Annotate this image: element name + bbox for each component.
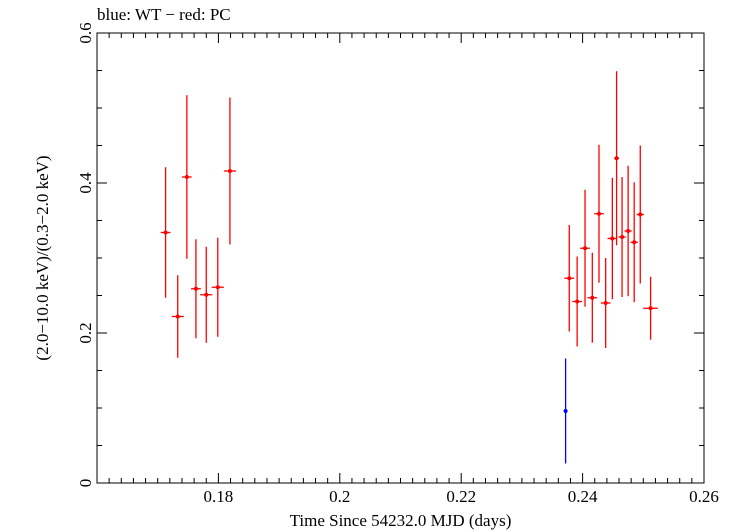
point-marker [184,175,189,179]
data-point [600,258,611,348]
data-point [618,177,626,297]
point-marker [193,286,198,291]
point-marker [648,306,653,311]
point-marker [638,212,643,217]
data-point [643,276,658,340]
data-point [594,144,604,283]
y-tick-label: 0 [76,479,95,488]
point-marker [596,211,601,216]
point-marker [603,301,608,305]
chart-title: blue: WT − red: PC [97,5,231,24]
point-marker [215,285,220,290]
data-point [563,358,568,464]
data-points [160,71,658,464]
data-point [181,95,192,259]
point-marker [567,276,572,281]
data-point [564,225,575,332]
y-axis-label: (2.0−10.0 keV)/(0.3−2.0 keV) [33,155,52,360]
data-point [607,177,618,300]
data-point [191,239,201,339]
y-tick-label: 0.6 [76,22,95,43]
data-point [636,145,644,284]
point-marker [626,229,631,233]
y-tick-label: 0.4 [76,172,95,194]
data-point [630,182,638,303]
point-marker [163,230,168,235]
x-tick-label: 0.18 [204,487,234,506]
x-tick-labels: 0.18 0.2 0.22 0.24 0.26 [204,487,719,506]
point-marker [632,240,637,245]
data-point [223,97,237,245]
point-marker [563,409,568,413]
data-point [200,246,213,343]
point-marker [175,314,180,319]
point-marker [620,235,625,239]
y-tick-labels: 0 0.2 0.4 0.6 [76,22,95,487]
point-marker [204,292,209,297]
data-point [572,256,582,347]
y-tick-label: 0.2 [76,322,95,343]
point-marker [614,156,619,161]
data-point [624,165,632,297]
x-axis-label: Time Since 54232.0 MJD (days) [290,511,512,530]
x-tick-label: 0.26 [689,487,719,506]
x-tick-label: 0.24 [568,487,598,506]
point-marker [610,236,615,241]
point-marker [227,169,232,173]
axis-ticks [97,32,705,484]
data-point [587,252,598,343]
x-tick-label: 0.2 [329,487,350,506]
point-marker [575,299,580,304]
point-marker [583,246,588,251]
data-point [160,167,171,298]
data-point [211,237,224,337]
x-tick-label: 0.22 [446,487,476,506]
data-point [614,71,620,246]
point-marker [590,295,595,300]
data-point [580,189,590,307]
data-point [171,275,184,358]
